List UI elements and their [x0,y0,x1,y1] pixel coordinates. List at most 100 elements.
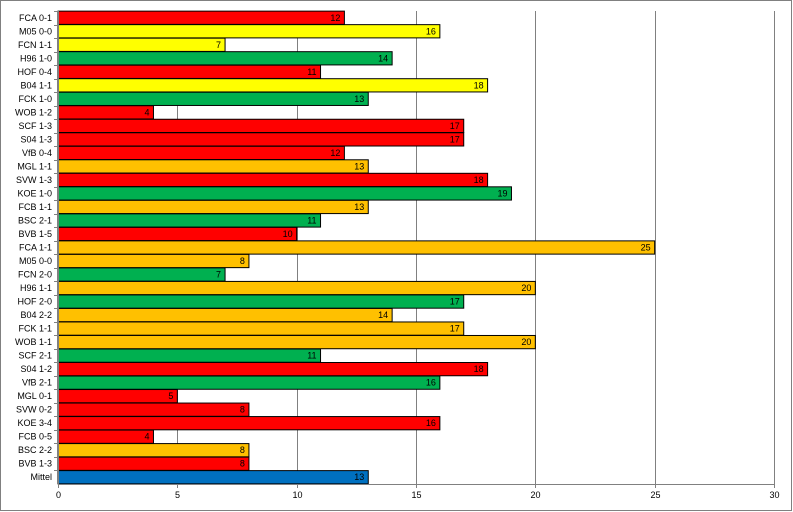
bar-value-label: 17 [450,297,460,307]
bar [57,334,536,350]
bar-value-label: 13 [354,94,364,104]
category-label: MGL 1-1 [17,161,52,171]
category-label: SVW 1-3 [16,175,52,185]
category-label: HOF 0-4 [17,67,52,77]
bar [57,91,369,106]
bar-value-label: 10 [283,229,293,239]
category-label: S04 1-3 [20,134,52,144]
bars: 12 16 7 14 11 18 13 4 17 17 12 13 18 19 13 11 10 25 8 7 20 17… [57,10,656,485]
bar [57,37,226,52]
bar [57,64,322,79]
bar [57,375,441,390]
category-label: B04 2-2 [20,310,52,320]
bar-value-label: 11 [307,67,316,77]
bar [57,24,441,39]
bar [57,213,322,228]
category-label: WOB 1-2 [15,107,52,117]
bar [57,470,369,485]
bar-value-label: 4 [144,107,149,117]
bar-value-label: 7 [216,40,221,50]
bar [57,348,322,363]
bar [57,78,489,93]
bar-value-label: 18 [474,364,484,374]
x-tick-label: 0 [56,490,61,500]
category-label: VfB 2-1 [22,378,52,388]
bar [57,429,154,444]
category-label: SVW 0-2 [16,405,52,415]
bar [57,186,512,201]
bar [57,280,536,296]
category-label: VfB 0-4 [22,148,52,158]
category-label: FCK 1-1 [18,324,52,334]
bar [57,10,345,25]
category-label: BVB 1-5 [18,229,52,239]
category-label: SCF 1-3 [18,121,52,131]
bar [57,456,250,471]
bar-value-label: 13 [354,161,364,171]
bar-value-label: 20 [521,283,531,293]
x-tick-label: 20 [530,490,540,500]
category-labels: FCA 0-1 M05 0-0 FCN 1-1 H96 1-0 HOF 0-4 B04 1… [15,11,58,482]
bar-value-label: 25 [641,243,651,253]
bar [57,240,656,255]
bar [57,362,489,377]
bar [57,402,250,417]
bar-value-label: 4 [144,432,149,442]
x-tick-label: 30 [769,490,779,500]
bar-value-label: 14 [378,310,388,320]
bar-value-label: 20 [521,337,531,347]
category-label: FCA 1-1 [19,243,52,253]
category-label: KOE 1-0 [17,188,52,198]
bar-value-label: 18 [474,175,484,185]
bar [57,118,465,133]
category-label: BSC 2-1 [18,215,52,225]
bar-value-label: 8 [240,256,245,266]
bar-value-label: 8 [240,459,245,469]
category-label: SCF 2-1 [18,351,52,361]
category-label: H96 1-0 [20,53,52,63]
bar-value-label: 17 [450,121,460,131]
bar-value-label: 11 [307,215,316,225]
x-tick-label: 25 [650,490,660,500]
bar [57,51,393,66]
category-label: FCN 2-0 [18,270,52,280]
bar-value-label: 8 [240,445,245,455]
bar [57,267,226,282]
bar [57,226,298,242]
bar-value-label: 12 [330,148,340,158]
x-tick-label: 10 [292,490,302,500]
bar [57,253,250,269]
bar-value-label: 12 [330,13,340,23]
bar-value-label: 13 [354,472,364,482]
bar-value-label: 11 [307,351,316,361]
bar-value-label: 17 [450,134,460,144]
bar [57,145,345,161]
bar [57,172,489,188]
category-label: BVB 1-3 [18,459,52,469]
bar [57,159,369,174]
bar [57,389,178,404]
bar-value-label: 14 [378,53,388,63]
bar-value-label: 17 [450,324,460,334]
x-tick-label: 15 [411,490,421,500]
x-axis-ticks: 0 5 10 15 20 25 30 [56,484,780,500]
bar [57,443,250,458]
bar-value-label: 18 [474,80,484,90]
bar-value-label: 13 [354,202,364,212]
category-label: FCA 0-1 [19,13,52,23]
bar-value-label: 5 [168,391,173,401]
bar [57,294,465,309]
category-label: FCN 1-1 [18,40,52,50]
category-label: H96 1-1 [20,283,52,293]
x-tick-label: 5 [175,490,180,500]
bar [57,321,465,336]
category-label: S04 1-2 [20,364,52,374]
bar-value-label: 19 [497,188,507,198]
bar [57,132,465,147]
category-label: WOB 1-1 [15,337,52,347]
category-label: FCK 1-0 [18,94,52,104]
category-label: MGL 0-1 [17,391,52,401]
bar [57,416,441,431]
category-label: FCB 0-5 [18,432,52,442]
